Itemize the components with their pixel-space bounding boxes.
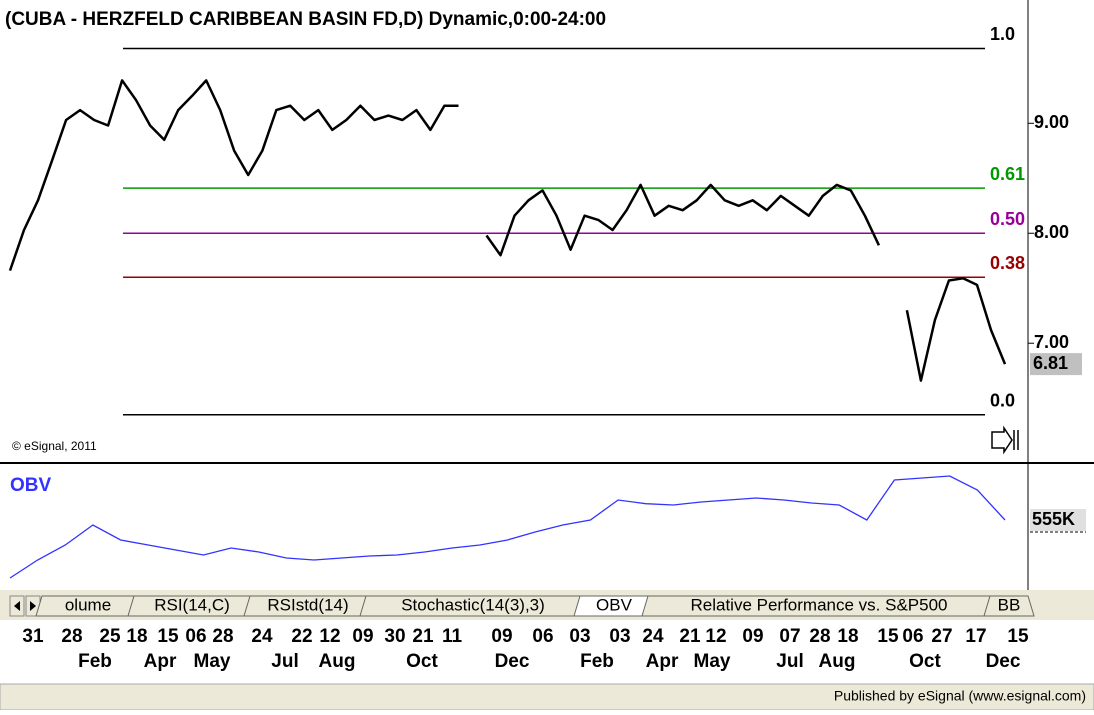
x-tick-label: 15 <box>877 626 899 647</box>
x-tick-label: 21 <box>412 626 434 647</box>
x-tick-label: 07 <box>779 626 800 647</box>
x-tick-label: Apr <box>646 651 679 672</box>
x-tick-label: 30 <box>384 626 405 647</box>
x-tick-label: Aug <box>319 651 356 672</box>
y-tick-label: 8.00 <box>1034 222 1069 242</box>
obv-last-box <box>1030 509 1086 531</box>
obv-label: OBV <box>10 475 52 496</box>
x-tick-label: 09 <box>491 626 512 647</box>
copyright: © eSignal, 2011 <box>12 439 97 453</box>
x-tick-label: 31 <box>22 626 44 647</box>
x-tick-label: Feb <box>78 651 112 672</box>
series-line <box>8 79 1007 382</box>
x-tick-label: 06 <box>902 626 923 647</box>
x-tick-label: Oct <box>909 651 941 672</box>
x-tick-label: 09 <box>352 626 373 647</box>
last-value-box <box>1030 353 1082 376</box>
tab-label: RSIstd(14) <box>267 595 348 614</box>
x-tick-label: 21 <box>679 626 701 647</box>
tab-label: Relative Performance vs. S&P500 <box>690 595 947 614</box>
x-tick-label: 09 <box>742 626 763 647</box>
x-tick-label: 15 <box>1007 626 1029 647</box>
publisher: Published by eSignal (www.esignal.com) <box>834 688 1086 704</box>
x-tick-label: 17 <box>965 626 986 647</box>
x-tick-label: Dec <box>495 651 530 672</box>
scroll-end-icon[interactable] <box>991 425 1019 455</box>
x-tick-label: Dec <box>986 651 1021 672</box>
x-tick-label: 03 <box>609 626 630 647</box>
tab-label: BB <box>998 595 1021 614</box>
x-tick-label: 11 <box>442 626 463 647</box>
right-arrow <box>30 601 36 611</box>
tab[interactable] <box>983 595 1035 617</box>
last-value-label: 6.81 <box>1033 353 1068 373</box>
x-tick-label: 18 <box>837 626 858 647</box>
tab-label: RSI(14,C) <box>154 595 230 614</box>
x-tick-label: 15 <box>157 626 179 647</box>
x-tick-label: 28 <box>61 626 82 647</box>
x-tick-label: 12 <box>319 626 340 647</box>
x-tick-label: 22 <box>291 626 312 647</box>
footer <box>0 683 1094 711</box>
x-tick-label: 28 <box>809 626 830 647</box>
x-tick-label: 28 <box>212 626 233 647</box>
x-tick-label: Jul <box>271 651 298 672</box>
x-tick-label: Oct <box>406 651 438 672</box>
x-tick-label: May <box>194 651 231 672</box>
x-tick-label: 24 <box>642 626 664 647</box>
x-tick-label: 18 <box>126 626 147 647</box>
x-tick-label: 06 <box>532 626 553 647</box>
tab-label: Stochastic(14(3),3) <box>401 595 545 614</box>
fib-label: 1.0 <box>990 24 1015 44</box>
left-arrow <box>14 601 20 611</box>
obv-last-label: 555K <box>1032 509 1075 529</box>
x-tick-label: Apr <box>144 651 177 672</box>
x-tick-label: Feb <box>580 651 614 672</box>
y-tick-label: 7.00 <box>1034 332 1069 352</box>
tab-label: olume <box>65 595 111 614</box>
tab-label: OBV <box>596 595 633 614</box>
x-tick-label: 03 <box>569 626 590 647</box>
x-tick-label: Aug <box>819 651 856 672</box>
x-tick-label: 12 <box>705 626 726 647</box>
obv-line <box>9 475 1006 579</box>
x-tick-label: 24 <box>251 626 273 647</box>
fib-label: 0.61 <box>990 164 1025 184</box>
x-tick-label: 25 <box>99 626 121 647</box>
x-tick-label: 06 <box>185 626 206 647</box>
y-tick-label: 9.00 <box>1034 112 1069 132</box>
fib-label: 0.38 <box>990 253 1025 273</box>
fib-label: 0.0 <box>990 390 1015 410</box>
x-tick-label: 27 <box>931 626 952 647</box>
chart-title: (CUBA - HERZFELD CARIBBEAN BASIN FD,D) D… <box>5 9 606 30</box>
x-tick-label: May <box>694 651 731 672</box>
x-tick-label: Jul <box>776 651 803 672</box>
fib-label: 0.50 <box>990 209 1025 229</box>
